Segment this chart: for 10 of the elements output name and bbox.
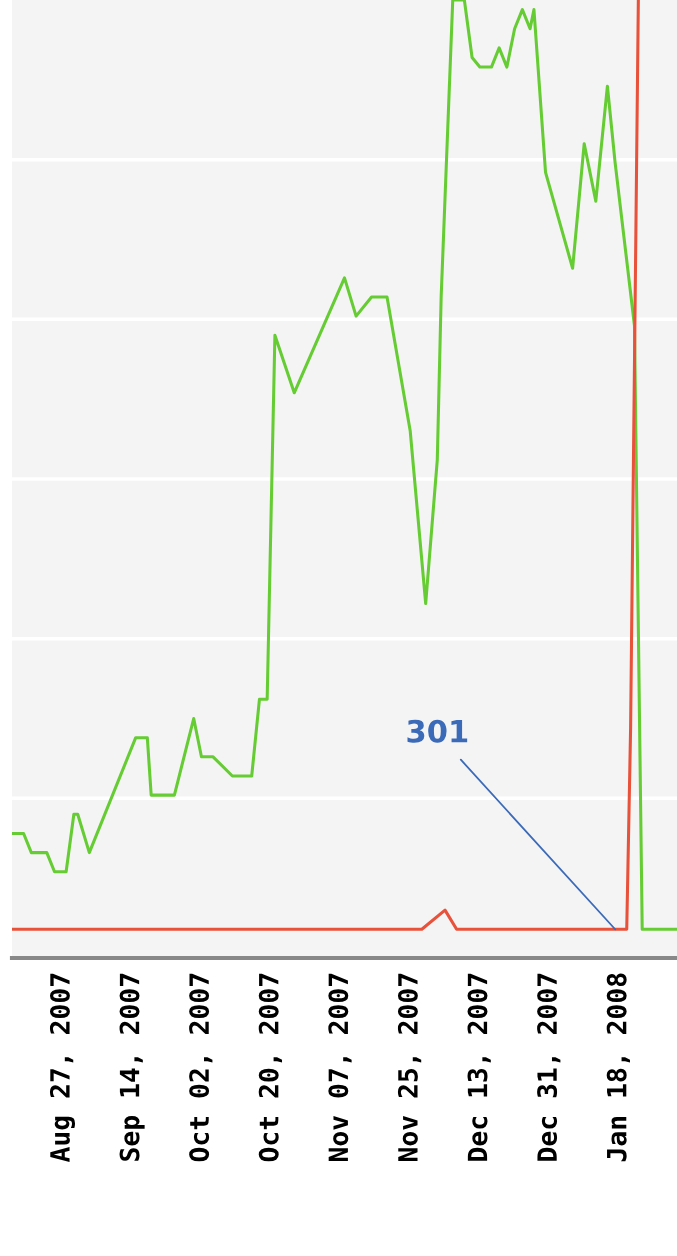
x-tick-label: Dec 31, 2007	[537, 973, 561, 1161]
x-tick-label: Jan 18, 2008	[606, 973, 630, 1162]
x-tick-label: Nov 07, 2007	[328, 973, 352, 1161]
x-tick-label: Oct 20, 2007	[258, 973, 283, 1162]
x-tick-label: Oct 02, 2007	[189, 973, 213, 1162]
annotation: 301	[407, 719, 468, 743]
x-tick-label: Aug 27, 2007	[49, 973, 76, 1163]
x-tick-label: Nov 25, 2007	[397, 973, 422, 1161]
x-tick-label: Sep 14, 2007	[119, 973, 145, 1161]
x-tick-label: Dec 13, 2007	[467, 973, 491, 1161]
